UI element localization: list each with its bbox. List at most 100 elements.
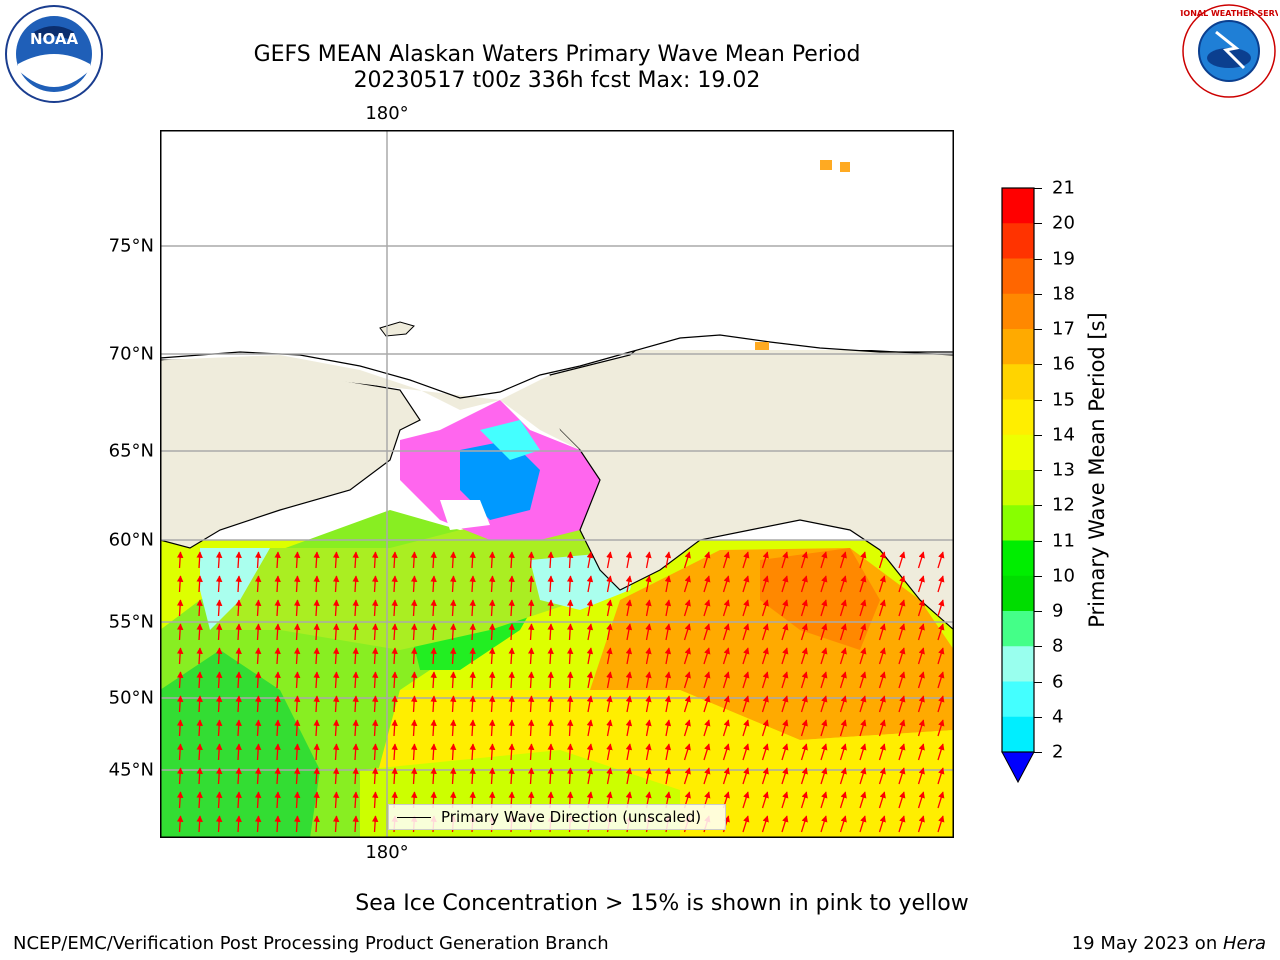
wave-direction-arrow [449,599,457,617]
wave-direction-arrow [878,599,886,617]
wave-direction-arrow [371,791,379,809]
wave-direction-arrow [878,767,886,785]
wave-direction-arrow [391,719,398,737]
wave-direction-arrow [196,647,203,665]
wave-direction-arrow [313,671,320,689]
wave-direction-arrow [274,719,281,737]
wave-direction-arrow [293,791,301,809]
wave-direction-arrow [449,647,457,665]
wave-direction-arrow [508,551,515,569]
wave-direction-arrow [352,647,359,665]
wave-direction-arrow [761,623,769,641]
wave-direction-arrow [703,551,711,569]
wave-direction-arrow [566,743,574,761]
wave-direction-arrow [469,719,476,737]
wave-direction-arrow [488,695,496,713]
wave-direction-arrow [410,743,418,761]
wave-direction-arrow [410,575,418,593]
wave-direction-arrow [215,575,223,593]
wrangel-island [379,321,415,337]
wave-direction-arrow [469,599,476,617]
wave-direction-arrow [898,647,906,665]
wave-direction-arrow [878,623,886,641]
wave-direction-arrow [820,719,828,737]
wave-direction-arrow [488,719,496,737]
wave-direction-arrow [235,575,242,593]
colorbar-tick-label: 8 [1052,635,1064,657]
wave-direction-arrow [859,791,867,809]
wave-direction-arrow [937,695,945,713]
wave-direction-arrow [488,767,496,785]
wave-direction-arrow [254,551,262,569]
wave-direction-arrow [742,791,750,809]
wave-direction-arrow [683,575,691,593]
wave-direction-arrow [469,647,476,665]
wave-direction-arrow [196,575,203,593]
wave-direction-arrow [196,551,203,569]
wave-direction-arrow [722,719,730,737]
wave-direction-arrow [917,767,925,785]
wave-direction-arrow [430,767,437,785]
wave-direction-arrow [722,767,730,785]
colorbar-tick-mark [1034,434,1042,436]
colorbar-tick-mark [1034,716,1042,718]
wave-direction-arrow [488,575,496,593]
wave-direction-arrow [547,767,554,785]
wave-direction-arrow [235,815,242,833]
wave-direction-arrow [800,623,808,641]
wave-direction-arrow [606,767,613,785]
wave-direction-arrow [683,647,691,665]
wave-direction-arrow [800,551,808,569]
wave-direction-arrow [664,671,672,689]
wave-direction-arrow [430,623,437,641]
wave-direction-arrow [742,647,750,665]
wave-direction-arrow [781,671,789,689]
wave-direction-arrow [566,695,574,713]
wave-direction-arrow [820,599,828,617]
wave-direction-arrow [761,551,769,569]
wave-direction-arrow [508,743,515,761]
wave-direction-arrow [937,551,945,569]
wave-direction-arrow [625,719,633,737]
wave-direction-arrow [332,599,340,617]
wave-direction-arrow [293,647,301,665]
wave-direction-arrow [664,647,672,665]
wave-direction-arrow [215,743,223,761]
colorbar-tick-label: 10 [1052,565,1075,587]
wave-direction-arrow [898,719,906,737]
wave-direction-arrow [722,695,730,713]
colorbar-tick-mark [1034,223,1042,225]
wave-direction-arrow [293,551,301,569]
wave-direction-arrow [917,815,925,833]
wave-direction-arrow [781,695,789,713]
wave-direction-arrow [898,623,906,641]
colorbar-tick-mark [1034,540,1042,542]
wave-direction-arrow [800,671,808,689]
wave-direction-arrow [625,743,633,761]
colorbar-segment [1002,399,1034,436]
wave-direction-arrow [859,551,867,569]
wave-direction-arrow [645,767,652,785]
wave-direction-arrow [586,599,594,617]
wave-direction-arrow [391,647,398,665]
wave-direction-arrow [469,767,476,785]
wave-direction-arrow [820,647,828,665]
wave-direction-arrow [839,743,847,761]
wave-direction-arrow [917,695,925,713]
wave-direction-arrow [820,623,828,641]
wave-direction-arrow [196,671,203,689]
wave-direction-arrow [839,599,847,617]
colorbar-tick-mark [1034,188,1042,189]
colorbar-label: Primary Wave Mean Period [s] [1085,312,1109,628]
wave-direction-arrow [586,719,594,737]
wave-direction-arrow [800,599,808,617]
wave-direction-arrow [566,599,574,617]
wave-direction-arrow [274,671,281,689]
wave-direction-arrow [645,647,652,665]
wave-direction-arrow [293,575,301,593]
wave-direction-arrow [352,743,359,761]
wave-direction-arrow [898,743,906,761]
wave-direction-arrow [215,695,223,713]
colorbar-tick-label: 11 [1052,530,1075,551]
wave-direction-arrow [742,767,750,785]
